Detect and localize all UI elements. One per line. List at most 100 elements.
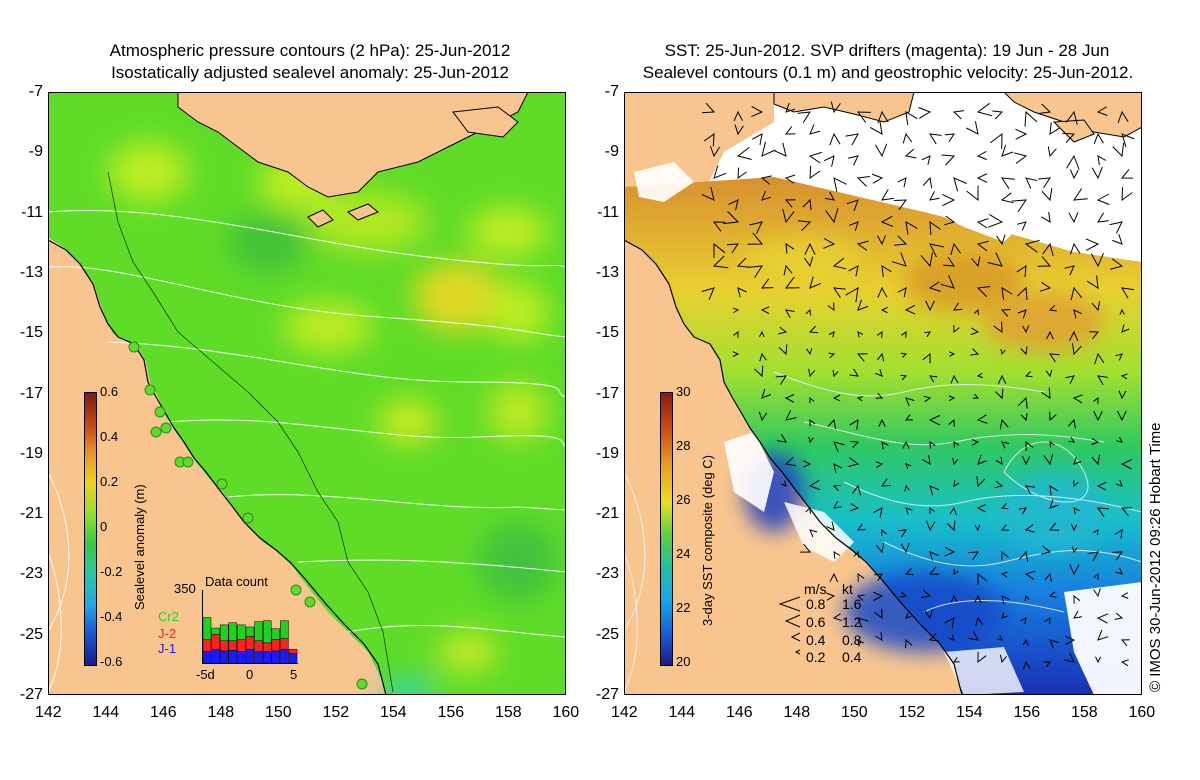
latitude-tick-label: -27 [595,686,619,703]
velocity-arrow [833,177,847,192]
velocity-arrow [1120,459,1133,470]
velocity-arrow [1068,212,1079,224]
velocity-arrow [784,174,796,184]
velocity-arrow [1000,348,1006,356]
velocity-arrow [1095,656,1102,664]
velocity-arrow [830,101,841,114]
velocity-arrow [897,177,907,188]
velocity-arrow [953,480,960,487]
velocity-arrow [799,543,812,553]
velocity-arrow [833,287,846,298]
velocity-arrow [1120,592,1129,599]
velocity-arrow [904,484,910,492]
velocity-arrow [849,221,859,232]
velocity-arrow [1093,588,1101,598]
velocity-arrow [701,186,715,201]
velocity-arrow [905,612,912,619]
velocity-arrow [845,287,859,303]
velocity-arrow [734,124,744,136]
velocity-arrow [1025,485,1036,495]
velocity-arrow [1024,570,1036,580]
velocity-arrow [1072,546,1078,554]
velocity-arrow [856,176,870,187]
velocity-arrow [826,521,835,531]
data-count-bar-j2 [237,639,246,652]
latitude-tick-label: -27 [19,686,43,703]
velocity-arrow [928,566,940,575]
velocity-arrow [751,133,763,145]
velocity-arrow [971,439,980,446]
velocity-arrow [760,175,772,185]
latitude-tick-label: -21 [19,505,43,523]
sla-colorbar-label: Sealevel anomaly (m) [132,484,147,610]
velocity-arrow [1065,375,1075,385]
velocity-arrow [929,133,942,145]
velocity-arrow [1016,286,1028,300]
velocity-arrow [1001,550,1009,561]
velocity-arrow [736,257,750,268]
velocity-arrow [953,568,959,575]
velocity-arrow [1096,507,1109,518]
velocity-arrow [1069,169,1079,180]
latitude-tick-label: -23 [19,565,43,583]
velocity-arrow [994,480,1004,489]
velocity-arrow [1001,441,1010,449]
velocity-arrow [1045,369,1053,378]
latitude-tick-label: -15 [595,324,619,342]
velocity-arrow [989,132,1003,149]
sst-colorbar-label: 3-day SST composite (deg C) [700,455,715,626]
velocity-arrow [988,213,1004,228]
velocity-arrow [875,461,884,468]
velocity-arrow [832,613,842,621]
velocity-arrow [1118,390,1127,400]
velocity-arrow [1025,177,1038,189]
velocity-legend-ms-header: m/s [804,581,827,597]
velocity-arrow [952,457,959,466]
velocity-arrow [928,415,940,426]
velocity-arrow [902,440,910,449]
longitude-tick-label: 160 [1128,704,1156,721]
velocity-arrow [975,616,984,626]
velocity-arrow [976,150,987,161]
velocity-arrow [778,344,788,356]
inset-title: Data count [205,574,268,589]
velocity-arrow [968,551,980,561]
longitude-tick-label: 154 [956,704,983,721]
data-count-bar-cr2 [219,624,229,641]
velocity-arrow [948,634,955,641]
velocity-arrow [1096,193,1110,206]
longitude-tick-label: 152 [322,704,350,721]
sst-map [624,92,1142,695]
velocity-arrow [1069,330,1079,342]
longitude-tick-label: 144 [668,704,696,721]
velocity-arrow [751,106,764,118]
velocity-arrow [1041,188,1053,202]
longitude-tick-label: 146 [150,704,177,721]
velocity-arrow [808,151,822,164]
velocity-arrow [804,242,816,255]
latitude-tick-label: -13 [595,263,619,281]
velocity-legend-kt: 0.4 [842,649,862,665]
velocity-arrow [1011,199,1027,213]
data-count-bar-j1 [237,651,246,664]
sla-colorbar-tick: 0.2 [100,474,119,489]
velocity-arrow [1043,453,1054,466]
latitude-tick-label: -11 [21,203,43,221]
velocity-arrow [1073,188,1088,201]
velocity-arrow [900,352,908,358]
longitude-tick-label: 144 [92,704,120,721]
velocity-arrow [832,484,841,492]
velocity-arrow [732,351,740,358]
velocity-arrow [754,365,764,378]
velocity-arrow [828,331,835,338]
longitude-tick-label: 148 [783,704,811,721]
velocity-arrow [826,592,836,601]
velocity-arrow [976,173,988,183]
velocity-arrow [881,189,895,201]
data-count-bar-j1 [219,650,229,664]
sst-colorbar [660,392,673,666]
velocity-arrow [1120,373,1128,380]
latitude-tick-label: -21 [595,505,619,523]
velocity-arrow [1073,507,1080,515]
latitude-tick-label: -19 [595,444,619,462]
